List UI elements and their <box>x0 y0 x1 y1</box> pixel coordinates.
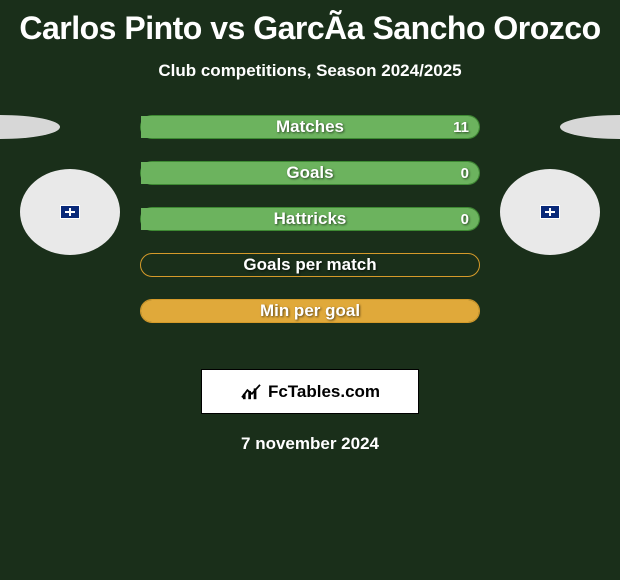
stat-label: Goals per match <box>141 254 479 276</box>
stat-value-right: 0 <box>461 208 469 230</box>
stat-bar: Matches11 <box>140 115 480 139</box>
brand-text: FcTables.com <box>268 382 380 402</box>
stat-label: Goals <box>141 162 479 184</box>
date-text: 7 november 2024 <box>0 434 620 454</box>
stat-label: Min per goal <box>141 300 479 322</box>
stat-bar: Goals per match <box>140 253 480 277</box>
stat-label: Matches <box>141 116 479 138</box>
stat-bar: Goals0 <box>140 161 480 185</box>
page-title: Carlos Pinto vs GarcÃ­a Sancho Orozco <box>0 0 620 47</box>
flag-icon <box>60 205 80 219</box>
stat-value-right: 11 <box>453 116 469 138</box>
stat-label: Hattricks <box>141 208 479 230</box>
brand-logo-icon <box>240 383 262 401</box>
stat-bar: Hattricks0 <box>140 207 480 231</box>
brand-box: FcTables.com <box>201 369 419 414</box>
subtitle: Club competitions, Season 2024/2025 <box>0 61 620 81</box>
avatar-left <box>20 169 120 255</box>
stat-bars: Matches11Goals0Hattricks0Goals per match… <box>140 115 480 345</box>
flag-icon <box>540 205 560 219</box>
stat-value-right: 0 <box>461 162 469 184</box>
comparison-arena: Matches11Goals0Hattricks0Goals per match… <box>0 115 620 355</box>
ellipse-left <box>0 115 60 139</box>
ellipse-right <box>560 115 620 139</box>
avatar-right <box>500 169 600 255</box>
stat-bar: Min per goal <box>140 299 480 323</box>
